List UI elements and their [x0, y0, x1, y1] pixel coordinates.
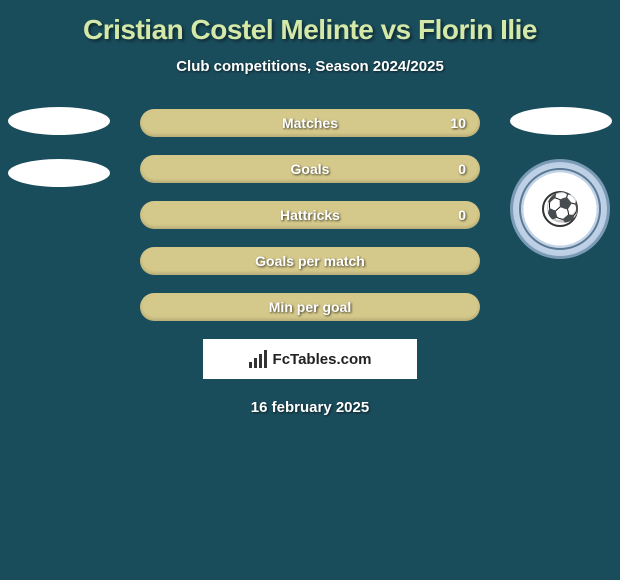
player-left-avatars	[8, 107, 110, 211]
stat-label: Goals	[291, 161, 330, 177]
stat-bar-goals: Goals 0	[140, 155, 480, 183]
player-right-avatars	[510, 107, 612, 259]
stat-label: Matches	[282, 115, 338, 131]
page-title: Cristian Costel Melinte vs Florin Ilie	[0, 0, 620, 46]
attribution-text: FcTables.com	[273, 351, 372, 368]
stat-value: 0	[458, 161, 466, 177]
stat-label: Min per goal	[269, 299, 351, 315]
stats-container: Matches 10 Goals 0 Hattricks 0 Goals per…	[140, 109, 480, 321]
chart-bars-icon	[249, 350, 267, 368]
stat-bar-matches: Matches 10	[140, 109, 480, 137]
player-avatar-placeholder	[8, 159, 110, 187]
stat-bar-goals-per-match: Goals per match	[140, 247, 480, 275]
attribution-box: FcTables.com	[203, 339, 417, 379]
date-label: 16 february 2025	[0, 399, 620, 416]
player-avatar-placeholder	[8, 107, 110, 135]
club-badge	[510, 159, 610, 259]
stat-label: Goals per match	[255, 253, 365, 269]
stat-value: 10	[450, 115, 466, 131]
subtitle: Club competitions, Season 2024/2025	[0, 58, 620, 75]
stat-bar-min-per-goal: Min per goal	[140, 293, 480, 321]
stat-bar-hattricks: Hattricks 0	[140, 201, 480, 229]
content-area: Matches 10 Goals 0 Hattricks 0 Goals per…	[0, 109, 620, 416]
soccer-ball-icon	[542, 191, 578, 227]
stat-label: Hattricks	[280, 207, 340, 223]
stat-value: 0	[458, 207, 466, 223]
player-avatar-placeholder	[510, 107, 612, 135]
